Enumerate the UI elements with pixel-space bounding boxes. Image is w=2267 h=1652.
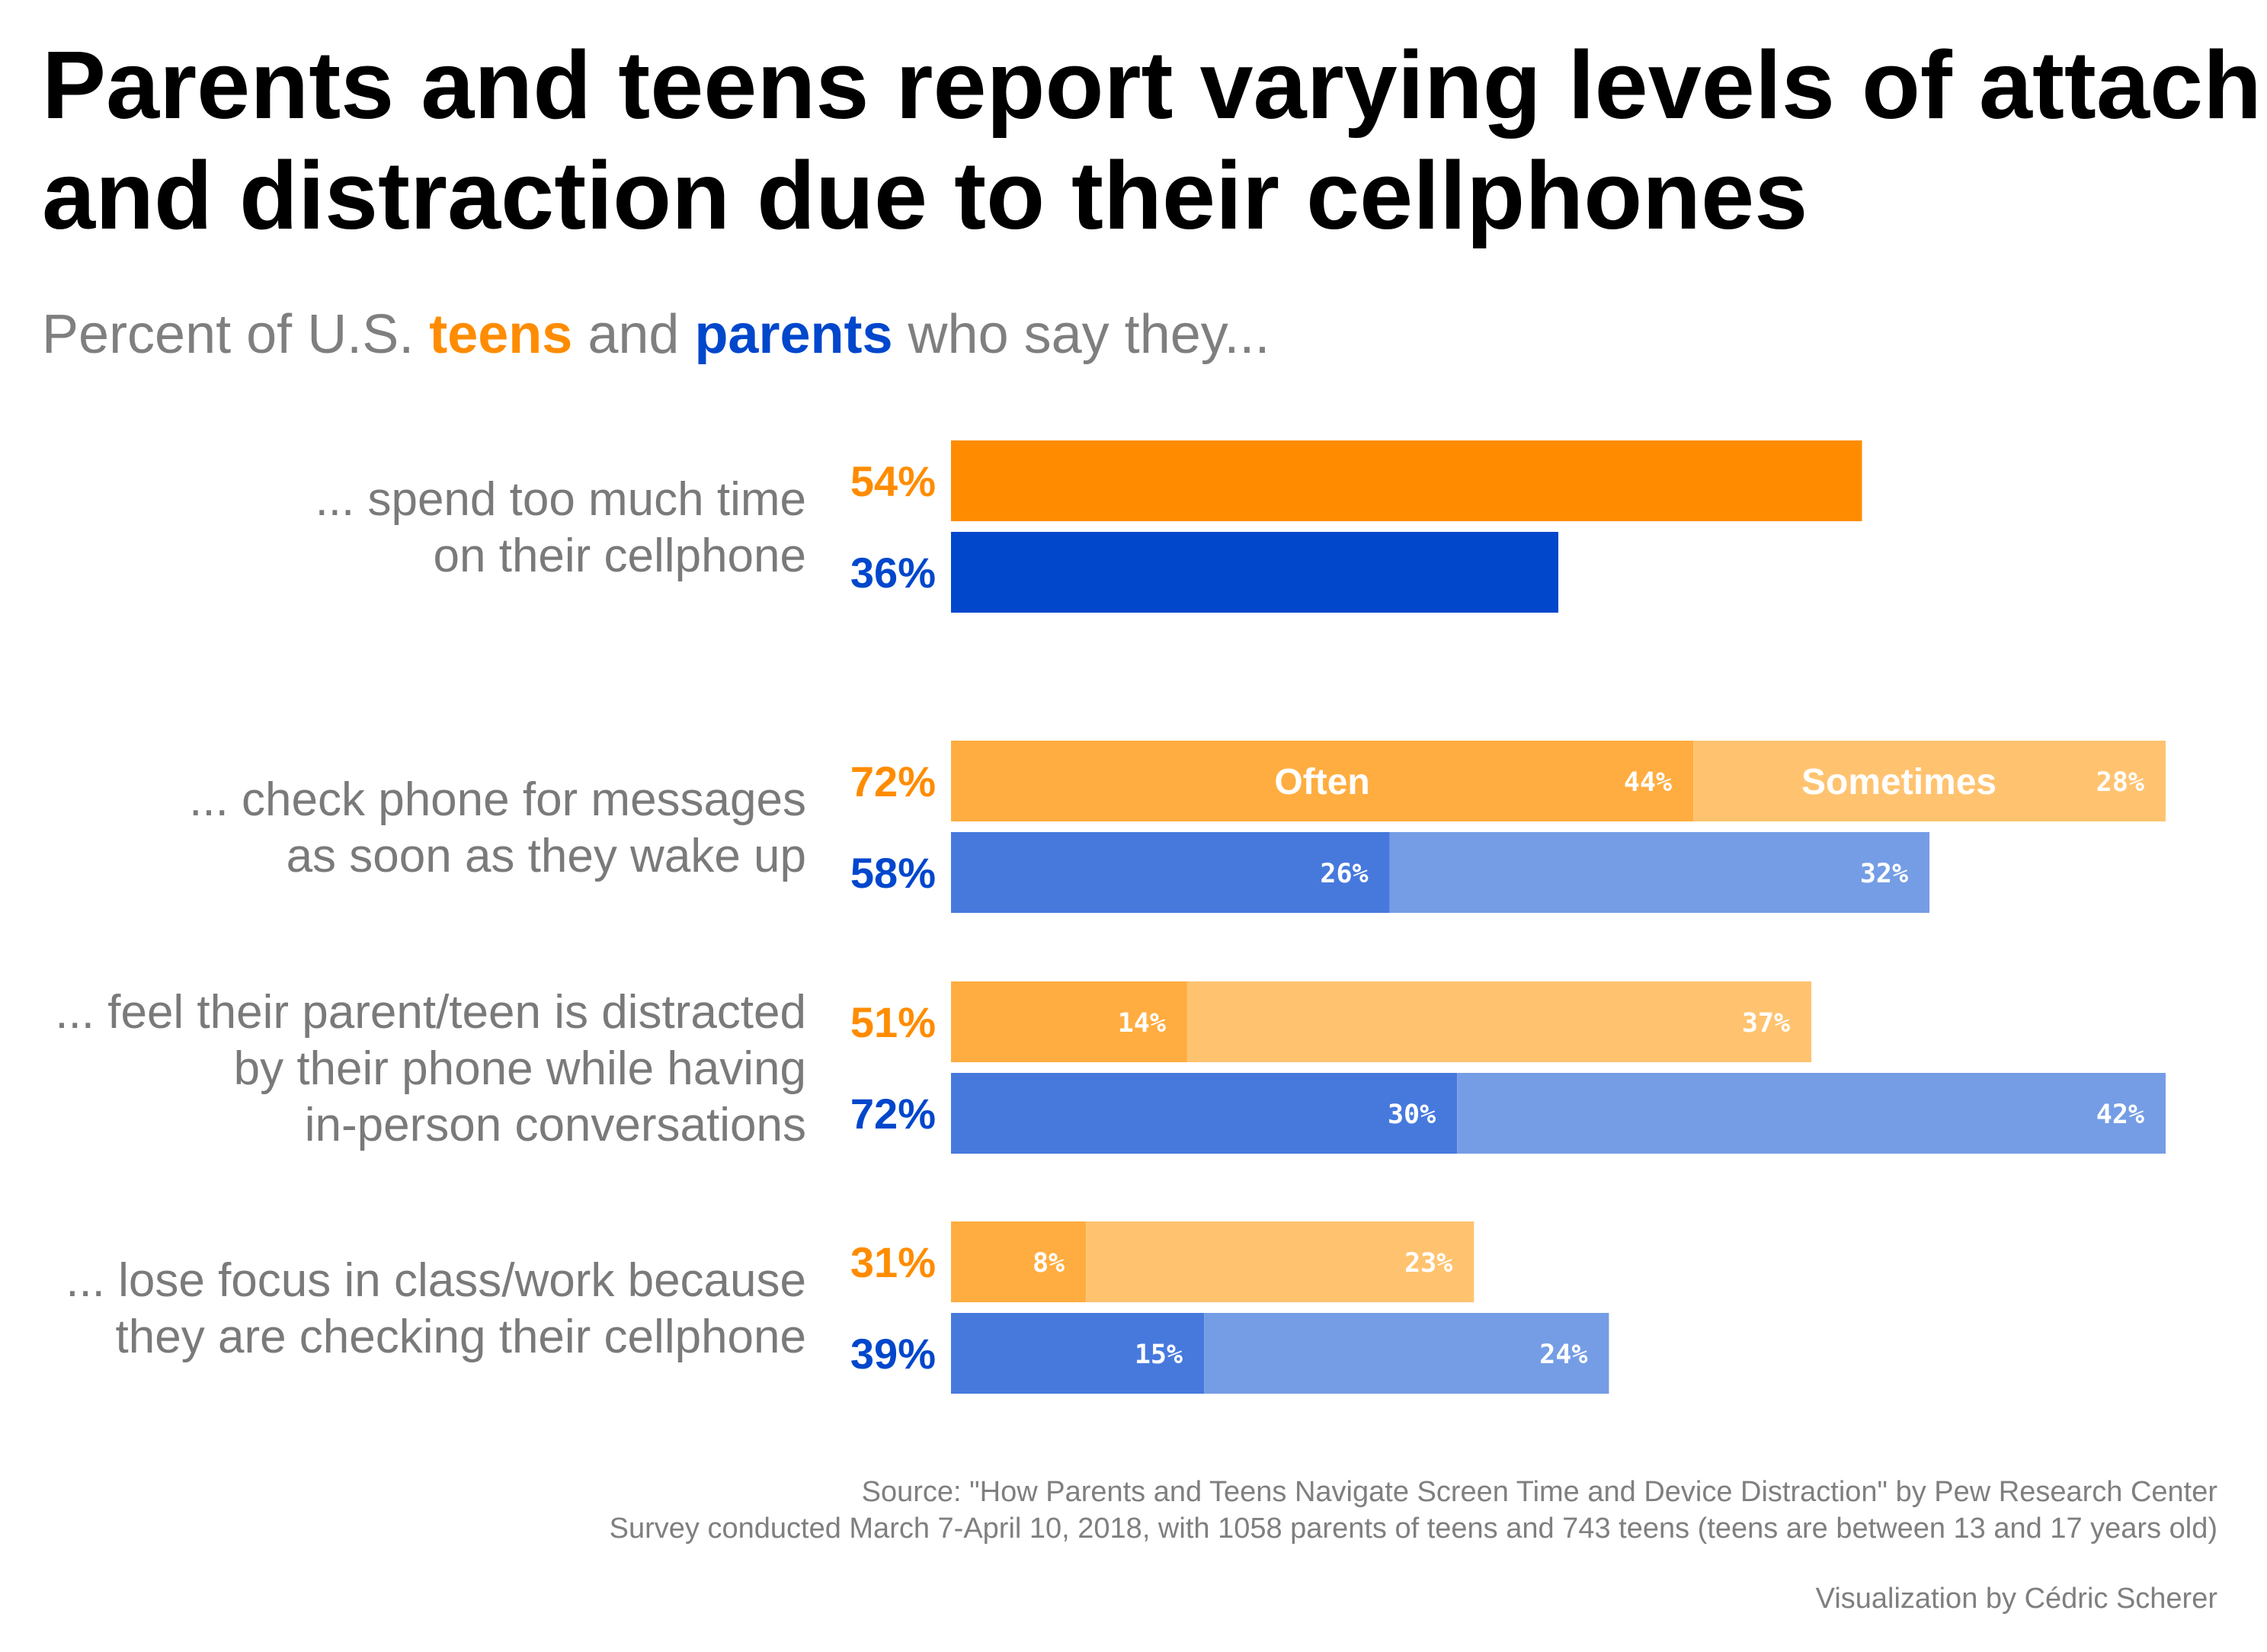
parents-sometimes-value-label: 24% [1539, 1340, 1587, 1370]
teens-total-label: 31% [850, 1238, 936, 1286]
teens-total-label: 51% [850, 998, 936, 1046]
parents-bar [951, 532, 1558, 613]
subtitle-teens-highlight: teens [429, 304, 572, 365]
teens-sometimes-bar [1186, 981, 1812, 1062]
teens-often-bar [951, 981, 1187, 1062]
teens-sometimes-value-label: 37% [1742, 1008, 1790, 1039]
parents-sometimes-bar [1389, 832, 1930, 913]
parents-total-label: 39% [850, 1330, 936, 1378]
caption-source: Source: "How Parents and Teens Navigate … [862, 1476, 2218, 1508]
subtitle-and: and [572, 304, 694, 365]
chart-title-line-1: Parents and teens report varying levels … [42, 31, 2267, 139]
teens-sometimes-bar [1086, 1221, 1475, 1302]
question-label: by their phone while having [234, 1042, 806, 1095]
question-label: ... lose focus in class/work because [66, 1254, 806, 1307]
parents-total-label: 58% [850, 849, 936, 897]
chart-subtitle: Percent of U.S. teens and parents who sa… [42, 304, 1270, 365]
question-label: ... spend too much time [315, 473, 806, 526]
teens-often-value-label: 44% [1624, 767, 1672, 798]
teens-bar [951, 440, 1862, 521]
parents-often-value-label: 26% [1320, 859, 1368, 889]
parents-sometimes-value-label: 32% [1860, 859, 1908, 889]
teens-often-bar [951, 741, 1694, 821]
parents-sometimes-bar [1457, 1073, 2166, 1154]
teens-sometimes-value-label: 28% [2096, 767, 2144, 798]
teens-often-value-label: 14% [1118, 1008, 1166, 1039]
parents-often-value-label: 30% [1388, 1100, 1436, 1130]
question-label: they are checking their cellphone [116, 1311, 806, 1363]
subtitle-prefix: Percent of U.S. [42, 304, 429, 365]
sometimes-category-label: Sometimes [1801, 762, 1996, 802]
parents-often-bar [951, 1073, 1458, 1154]
question-label: as soon as they wake up [287, 830, 806, 882]
subtitle-suffix: who say they... [893, 304, 1270, 365]
subtitle-parents-highlight: parents [694, 304, 892, 365]
question-label: ... feel their parent/teen is distracted [55, 986, 806, 1039]
teens-sometimes-bar [1693, 741, 2166, 821]
caption-credit: Visualization by Cédric Scherer [1816, 1583, 2218, 1615]
teens-sometimes-value-label: 23% [1404, 1248, 1452, 1279]
teens-total-label: 54% [850, 457, 936, 505]
often-category-label: Often [1274, 762, 1369, 802]
parents-total-label: 72% [850, 1090, 936, 1138]
teens-often-bar [951, 1221, 1087, 1302]
caption-survey: Survey conducted March 7-April 10, 2018,… [610, 1513, 2217, 1545]
parents-total-label: 36% [850, 549, 936, 597]
parents-often-bar [951, 1313, 1205, 1394]
parents-sometimes-value-label: 42% [2096, 1100, 2144, 1130]
teens-total-label: 72% [850, 757, 936, 805]
parents-sometimes-bar [1204, 1313, 1609, 1394]
parents-often-bar [951, 832, 1390, 913]
chart-title-line-2: and distraction due to their cellphones [42, 142, 1808, 249]
question-label: ... check phone for messages [189, 773, 806, 826]
parents-often-value-label: 15% [1135, 1340, 1183, 1370]
teens-often-value-label: 8% [1033, 1248, 1065, 1279]
question-label: on their cellphone [434, 530, 806, 582]
question-label: in-person conversations [305, 1099, 806, 1151]
